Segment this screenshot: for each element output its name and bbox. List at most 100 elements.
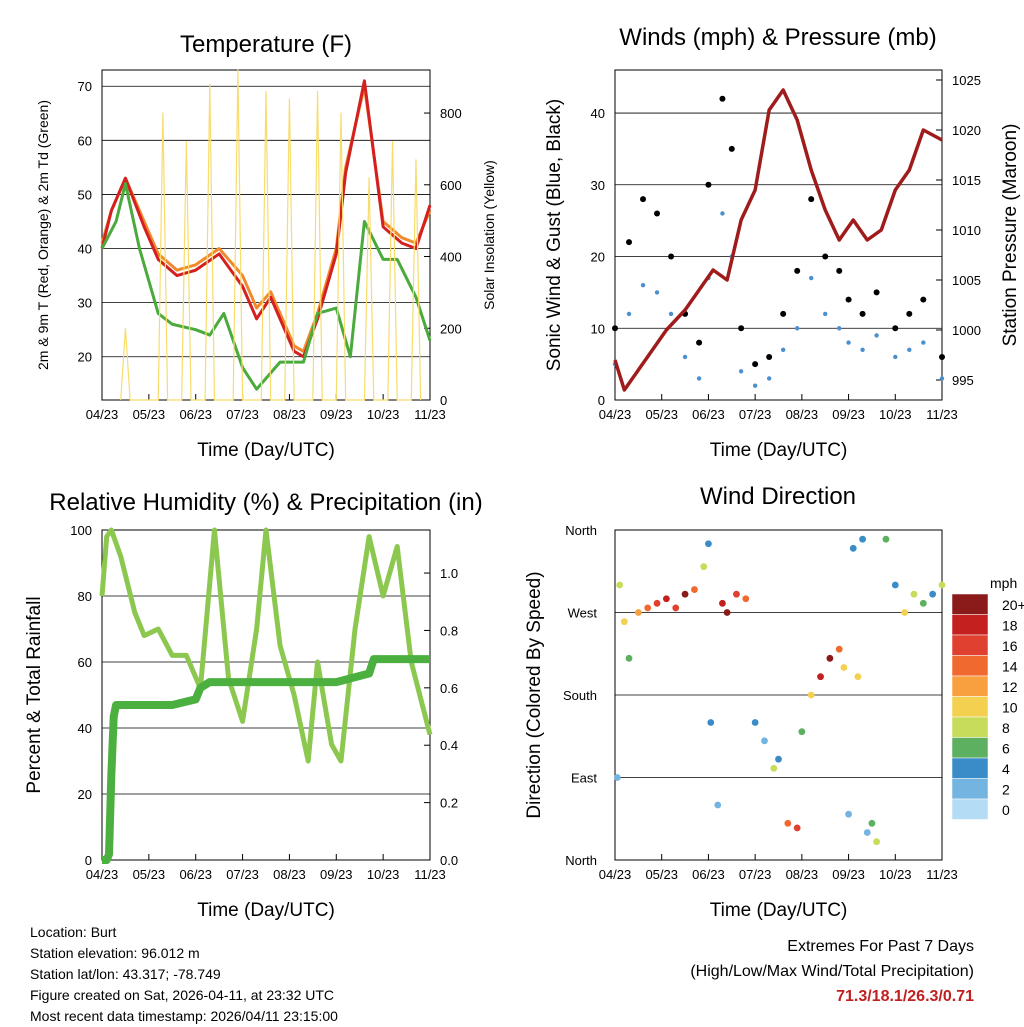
wind-gust-point [640,196,647,203]
wind-wind-point [640,283,646,288]
extremes-block: Extremes For Past 7 Days (High/Low/Max W… [690,934,974,1009]
rh-xtick-label: 07/23 [226,867,259,882]
temp-xlabel: Time (Day/UTC) [197,440,335,461]
temp-xtick-label: 11/23 [414,407,446,422]
colorbar-label: 2 [1002,782,1010,798]
dir-direction-point [620,618,628,626]
dir-direction-point [784,819,792,827]
rh-ytick-label: 0 [85,853,92,868]
dir-direction-point [714,801,722,809]
wind-gust-point [906,310,913,317]
wind-wind-point [860,347,865,352]
colorbar-label: 14 [1002,659,1018,675]
temp-y2label: Solar Insolation (Yellow) [481,160,497,310]
dir-direction-point [882,535,890,543]
dir-direction-point [807,691,815,699]
wind-gust-point [836,267,843,274]
wind-gust-point [728,145,735,152]
wind-wind-point [682,354,688,360]
temp-ytick-label: 50 [78,187,92,202]
dir-direction-point [742,595,750,603]
wind-wind-point [921,340,926,345]
dir-direction-point [849,544,857,552]
temp-ylabel: 2m & 9m T (Red, Orange) & 2m Td (Green) [35,100,51,370]
temp-y2tick-label: 400 [440,250,462,265]
wind-wind-point [738,369,744,374]
dir-direction-point [891,581,899,589]
wind-wind-point [874,333,879,338]
dir-direction-point [901,609,909,616]
wind-wind-point [696,376,702,381]
dir-direction-point [798,728,806,736]
wind-xlabel: Time (Day/UTC) [710,440,848,461]
dir-direction-point [653,599,661,607]
dir-direction-point [863,829,871,836]
colorbar-swatch [951,675,989,697]
dir-direction-point [840,664,848,671]
wind-gust-point [705,181,712,188]
dir-xtick-label: 08/23 [786,867,819,882]
temp-xtick-label: 05/23 [133,407,166,422]
dir-direction-point [873,838,880,846]
colorbar-swatch [951,757,989,779]
wind-ytick-label: 20 [591,250,605,265]
wind-xtick-label: 06/23 [692,407,725,422]
rh-relative-humidity-line [99,527,433,764]
wind-wind-point [752,383,758,388]
dir-direction-point [929,590,937,598]
dir-direction-point [770,764,778,772]
dir-direction-point [919,599,927,607]
colorbar-label: 10 [1002,700,1018,716]
dir-direction-point [705,540,712,548]
dir-ytick-label: East [571,771,597,786]
dir-direction-point [733,590,740,598]
wind-xtick-label: 10/23 [879,407,912,422]
wind-y2tick-label: 1015 [952,173,981,188]
wind-gust-point [794,267,801,274]
extremes-title: Extremes For Past 7 Days [787,938,974,955]
dir-direction-point [681,590,689,598]
extremes-subtitle: (High/Low/Max Wind/Total Precipitation) [690,963,974,980]
colorbar-label: 12 [1002,679,1018,695]
temp-ytick-label: 30 [78,296,92,311]
recent-timestamp: Most recent data timestamp: 2026/04/11 2… [30,1008,338,1024]
wind-wind-point [766,376,772,381]
rh-y2tick-label: 0.2 [440,796,458,811]
wind-gust-point [892,325,899,332]
temperature-panel: Temperature (F) 04/23 05/23 06/23 07/23 08/23… [35,31,497,461]
rh-xtick-label: 04/23 [86,867,119,882]
wind-gust-point [719,95,726,102]
dir-ylabel: Direction (Colored By Speed) [524,571,545,818]
rh-xtick-label: 05/23 [133,867,166,882]
dir-direction-point [938,581,946,589]
wind-ytick-label: 0 [598,393,605,408]
rh-y2tick-label: 1.0 [440,566,458,581]
rh-title: Relative Humidity (%) & Precipitation (i… [49,489,482,516]
rh-y2tick-label: 0.8 [440,623,458,638]
colorbar-swatch [951,696,989,718]
wind-gust-point [780,310,787,317]
wind-ytick-label: 40 [591,106,605,121]
dir-direction-point [613,774,621,781]
dir-direction-point [835,645,843,653]
dir-title: Wind Direction [700,483,856,510]
dir-ytick-label: West [568,606,598,621]
figure-created: Figure created on Sat, 2026-04-11, at 23… [30,987,335,1003]
wind-wind-point [654,290,660,295]
dir-xtick-label: 09/23 [832,867,865,882]
wind-wind-point [846,340,851,345]
colorbar-label: 20+ [1002,597,1024,613]
wind-gust-point [822,253,829,260]
rh-total-precipitation-line [102,655,430,864]
rh-ytick-label: 40 [78,721,92,736]
wind-xtick-label: 08/23 [786,407,819,422]
wind-xtick-label: 11/23 [926,407,958,422]
dir-direction-point [672,604,680,612]
colorbar-label: 16 [1002,638,1018,654]
colorbar-swatch [951,716,989,738]
temp-title: Temperature (F) [180,31,352,58]
dir-direction-point [700,563,708,571]
temp-ytick-label: 60 [78,133,92,148]
wind-y2tick-label: 1020 [952,123,981,138]
dir-direction-point [723,609,731,616]
